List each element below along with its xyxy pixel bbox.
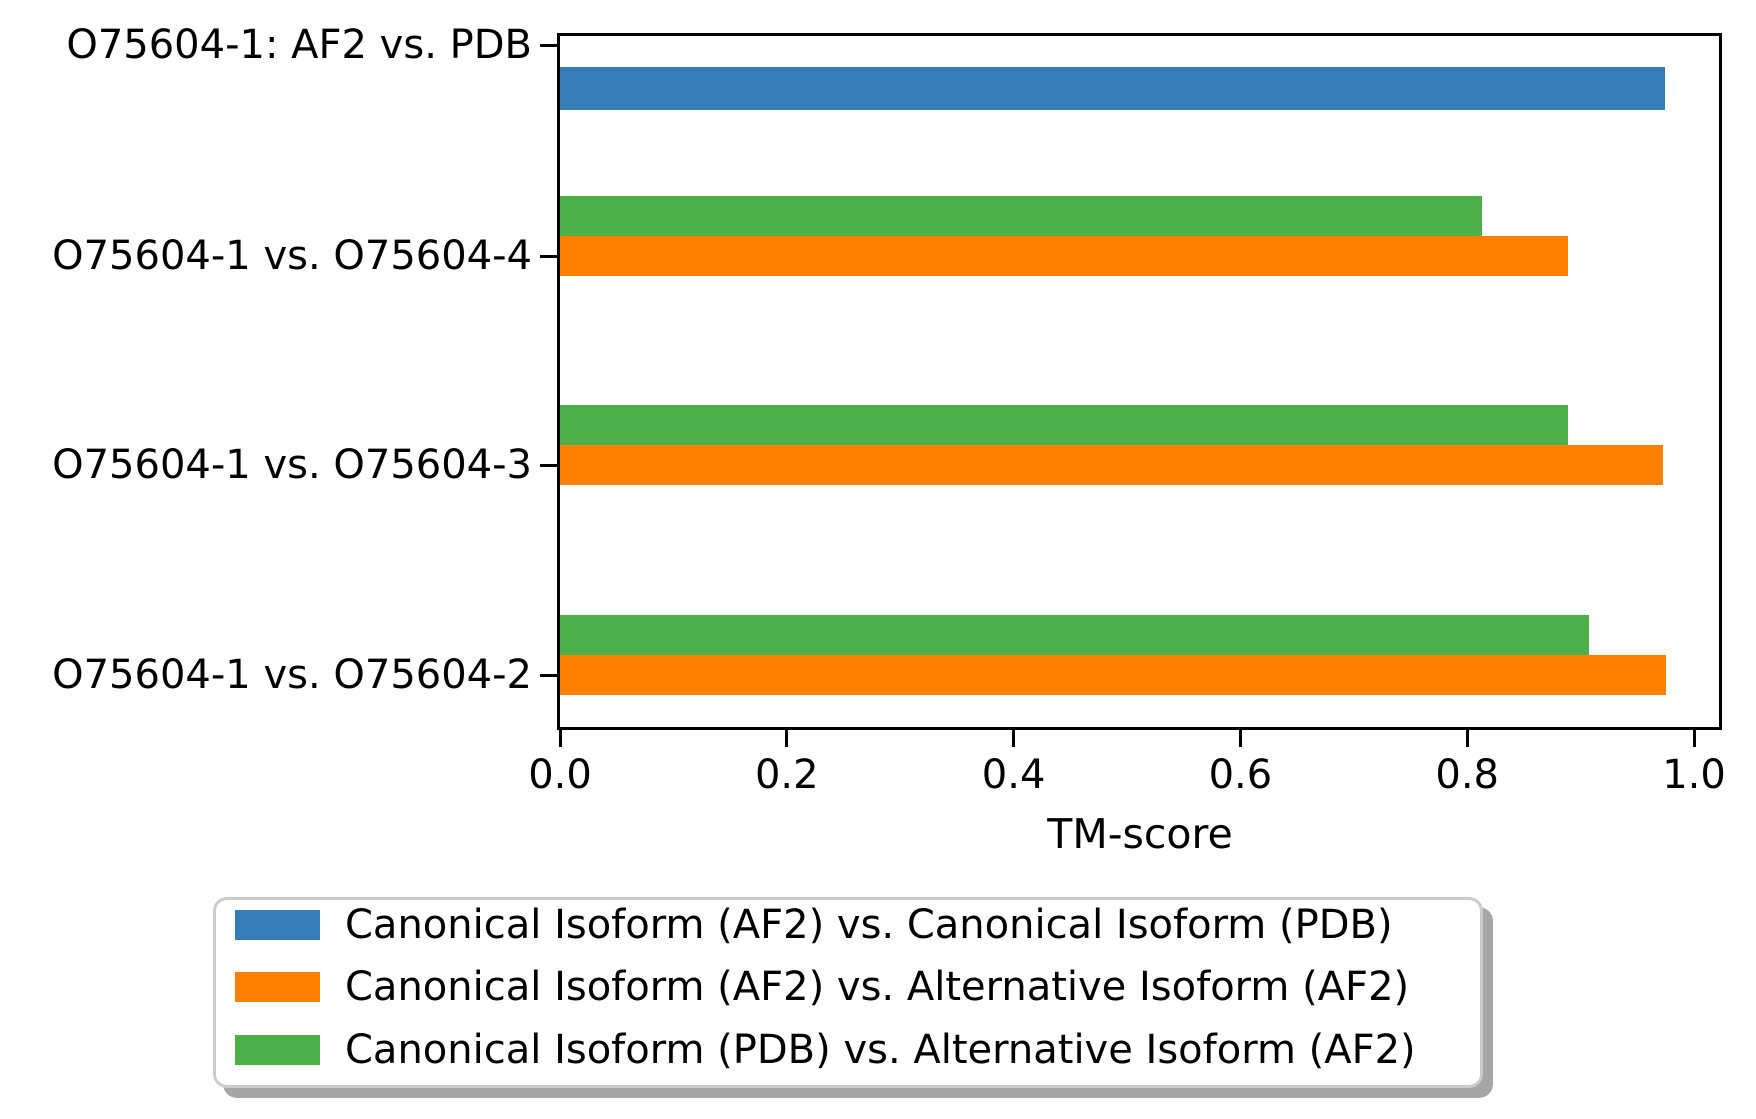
x-tick-label: 1.0	[1662, 752, 1726, 798]
x-tick-mark	[1012, 730, 1016, 747]
x-tick-label: 0.0	[528, 752, 592, 798]
bar-series1-cat3	[560, 655, 1666, 695]
x-axis-title: TM-score	[1047, 810, 1233, 858]
legend-swatch-0	[235, 910, 320, 941]
x-tick-label: 0.8	[1435, 752, 1499, 798]
legend-swatch-2	[235, 1034, 320, 1065]
legend-row: Canonical Isoform (AF2) vs. Alternative …	[235, 964, 1480, 1010]
y-tick-label: O75604-1: AF2 vs. PDB	[66, 22, 532, 68]
legend-swatch-1	[235, 972, 320, 1003]
bar-series2-cat3	[560, 615, 1589, 655]
bar-series1-cat2	[560, 445, 1663, 485]
legend-label: Canonical Isoform (AF2) vs. Alternative …	[345, 964, 1410, 1011]
y-tick-label: O75604-1 vs. O75604-4	[52, 233, 532, 279]
x-tick-label: 0.4	[981, 752, 1046, 798]
x-tick-mark	[1238, 730, 1242, 747]
y-tick-label: O75604-1 vs. O75604-3	[52, 442, 532, 488]
bar-series0-cat0	[560, 67, 1665, 110]
legend-row: Canonical Isoform (AF2) vs. Canonical Is…	[235, 902, 1480, 948]
y-tick-mark	[540, 254, 557, 258]
y-tick-label: O75604-1 vs. O75604-2	[52, 652, 532, 698]
x-tick-mark	[558, 730, 562, 747]
x-tick-mark	[1465, 730, 1469, 747]
x-tick-mark	[785, 730, 789, 747]
legend-rows: Canonical Isoform (AF2) vs. Canonical Is…	[216, 900, 1480, 1085]
x-tick-label: 0.2	[754, 752, 819, 798]
y-tick-mark	[540, 463, 557, 467]
bar-series2-cat1	[560, 196, 1482, 236]
legend-row: Canonical Isoform (PDB) vs. Alternative …	[235, 1027, 1480, 1073]
x-tick-label: 0.6	[1208, 752, 1273, 798]
bar-series2-cat2	[560, 405, 1568, 445]
legend: Canonical Isoform (AF2) vs. Canonical Is…	[213, 897, 1483, 1088]
y-tick-mark	[540, 673, 557, 677]
legend-label: Canonical Isoform (AF2) vs. Canonical Is…	[345, 902, 1393, 949]
plot-area	[557, 33, 1722, 730]
legend-label: Canonical Isoform (PDB) vs. Alternative …	[345, 1026, 1416, 1073]
y-tick-mark	[540, 43, 557, 47]
bar-series1-cat1	[560, 236, 1568, 276]
x-tick-mark	[1692, 730, 1696, 747]
